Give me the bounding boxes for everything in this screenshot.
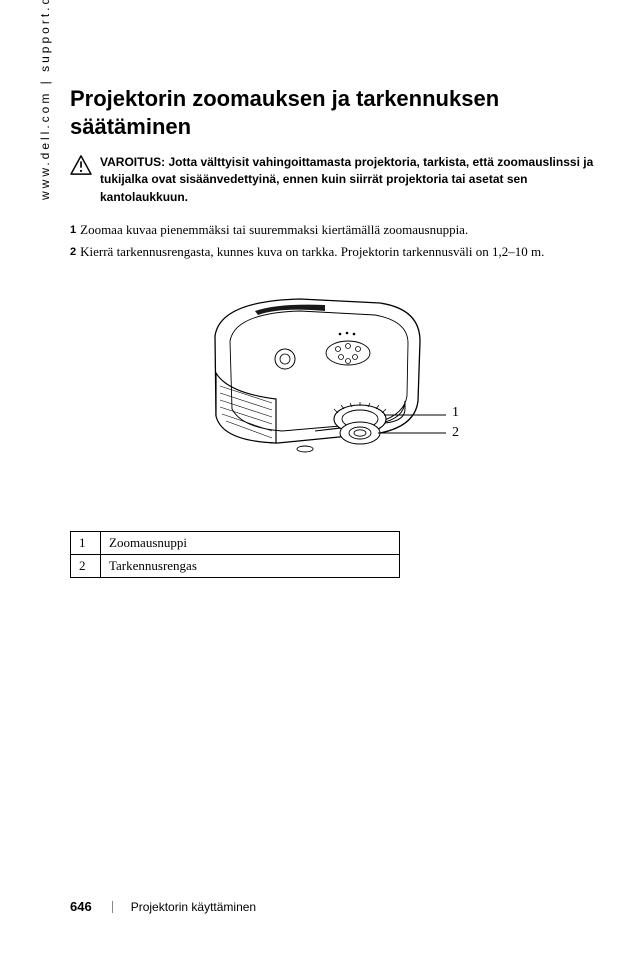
page-footer: 646 Projektorin käyttäminen <box>70 899 256 914</box>
main-content: Projektorin zoomauksen ja tarkennuksen s… <box>70 85 600 578</box>
legend-num: 2 <box>71 555 101 578</box>
step-number: 1 <box>70 220 76 240</box>
warning-text: VAROITUS: Jotta välttyisit vahingoittama… <box>100 154 600 206</box>
steps-list: 1 Zoomaa kuvaa pienemmäksi tai suuremmak… <box>70 220 600 261</box>
footer-page-number: 646 <box>70 899 92 914</box>
projector-figure: 1 2 <box>180 281 490 491</box>
sidebar-url-text: www.dell.com | support.dell.com <box>38 0 52 200</box>
legend-label: Zoomausnuppi <box>101 532 400 555</box>
figure-callout-1: 1 <box>452 405 459 421</box>
table-row: 1 Zoomausnuppi <box>71 532 400 555</box>
step-text: Kierrä tarkennusrengasta, kunnes kuva on… <box>80 242 600 262</box>
step-item: 1 Zoomaa kuvaa pienemmäksi tai suuremmak… <box>70 220 600 240</box>
warning-block: VAROITUS: Jotta välttyisit vahingoittama… <box>70 154 600 206</box>
warning-body: Jotta välttyisit vahingoittamasta projek… <box>100 155 593 204</box>
page-heading: Projektorin zoomauksen ja tarkennuksen s… <box>70 85 600 140</box>
figure-callout-2: 2 <box>452 425 459 441</box>
footer-divider-icon <box>112 901 113 913</box>
step-number: 2 <box>70 242 76 262</box>
footer-section-title: Projektorin käyttäminen <box>131 900 256 914</box>
step-item: 2 Kierrä tarkennusrengasta, kunnes kuva … <box>70 242 600 262</box>
legend-num: 1 <box>71 532 101 555</box>
legend-label: Tarkennusrengas <box>101 555 400 578</box>
table-row: 2 Tarkennusrengas <box>71 555 400 578</box>
legend-table: 1 Zoomausnuppi 2 Tarkennusrengas <box>70 531 400 578</box>
warning-triangle-icon <box>70 155 92 175</box>
projector-illustration-icon <box>180 281 490 491</box>
figure-container: 1 2 <box>70 281 600 491</box>
step-text: Zoomaa kuvaa pienemmäksi tai suuremmaksi… <box>80 220 600 240</box>
warning-label: VAROITUS: <box>100 155 165 169</box>
